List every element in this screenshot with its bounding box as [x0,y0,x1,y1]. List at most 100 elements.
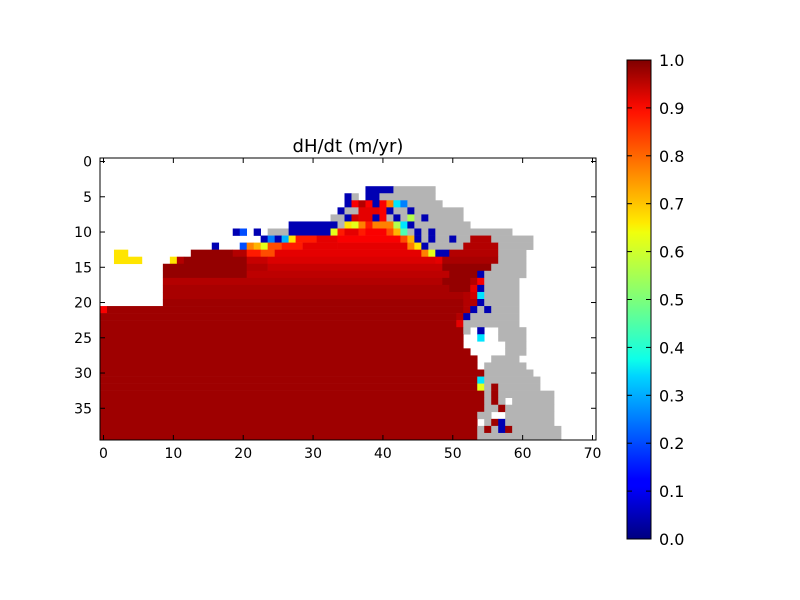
colorbar-tick-label: 0.0 [659,530,684,549]
heatmap-cell-run [260,242,268,250]
heatmap-cell-run [484,383,492,391]
heatmap-cell-run [393,221,401,229]
x-tick-label: 30 [304,446,322,462]
heatmap-cell-run [351,214,359,222]
heatmap-cell-run [344,207,359,215]
heatmap-cell-run [477,270,485,279]
heatmap-cell-run [260,249,275,257]
heatmap-cell-run [421,249,429,257]
heatmap-cell-run [288,235,296,243]
x-tick-label: 10 [164,446,182,462]
heatmap-cell-run [162,291,464,300]
heatmap-cell-run [239,242,248,250]
heatmap-cell-run [435,228,471,236]
heatmap-cell-run [281,242,303,250]
heatmap-cell-run [456,320,464,328]
heatmap-cell-run [414,207,464,215]
heatmap-cell-run [358,228,366,236]
heatmap-cell-run [463,291,471,300]
heatmap-cell-run [477,425,485,434]
heatmap-cell-run [337,221,345,229]
heatmap-cell-run [484,299,520,307]
heatmap-cell-run [253,228,261,236]
heatmap-cell-run [477,299,485,307]
heatmap-cell-run [477,376,485,384]
heatmap-cell-run [358,207,380,215]
heatmap-cell-run [491,277,520,286]
heatmap-cell-run [246,256,268,265]
heatmap-cell-run [505,411,555,420]
heatmap-cell-run [372,221,394,229]
heatmap-cell-run [100,306,108,314]
heatmap-cell-run [421,228,429,236]
heatmap-cell-run [407,228,415,236]
heatmap-cell-run [442,263,492,272]
heatmap-cell-run [274,235,282,243]
heatmap-cell-run [435,256,443,265]
heatmap-cell-run [421,242,429,250]
heatmap-cell-run [386,228,394,236]
heatmap-cell-run [484,362,527,370]
heatmap-cell-run [512,425,520,434]
heatmap-cell-run [421,235,429,243]
heatmap-cell-run [407,214,415,222]
heatmap-cell-run [253,242,261,250]
heatmap-cell-run [449,270,478,279]
y-tick-label: 35 [74,401,92,417]
heatmap-cell-run [100,327,464,335]
heatmap-cell-run [470,306,478,314]
heatmap-cell-run [400,221,408,229]
heatmap-cell-run [302,242,338,250]
heatmap-cell-run [512,404,555,413]
heatmap-cell-run [100,362,478,370]
heatmap-cell-run [351,221,359,229]
heatmap-cell-run [351,200,359,208]
x-axis-ticks: 0 10 20 30 40 50 60 70 [99,158,601,462]
heatmap-cell-run [344,228,359,236]
heatmap-cell-run [100,334,464,342]
heatmap-cell-run [491,425,499,434]
heatmap-cell-run [232,228,241,236]
heatmap-cell-run [442,235,450,243]
heatmap-cell-run [463,306,471,314]
heatmap-cell-run [498,383,541,391]
heatmap-cell-run [484,306,492,314]
y-tick-label: 20 [74,296,92,312]
heatmap-cell-run [428,249,436,257]
heatmap-cell-run [100,306,101,314]
heatmap-cell-run [512,397,555,406]
heatmap-cell-run [162,270,248,279]
heatmap-cell-run [456,313,464,321]
heatmap-cell-run [484,277,492,286]
heatmap-cell-run [386,200,394,208]
heatmap-cell-run [505,404,513,413]
heatmap-cell-run [519,425,562,434]
heatmap-cell-run [449,249,499,257]
heatmap-cell-run [316,235,338,243]
heatmap-cell-run [100,313,457,321]
heatmap-cell-run [484,397,492,406]
heatmap-cell-run [365,186,394,194]
heatmap-cell-run [100,390,485,398]
heatmap-cell-run [246,263,268,272]
heatmap-cell-run [379,200,387,208]
heatmap-cell-run [407,235,415,243]
heatmap-cell-run [407,200,443,208]
heatmap-cell-run [498,249,527,257]
heatmap-cell-run [337,207,345,215]
heatmap-cell-run [344,221,352,229]
heatmap-cell-run [491,306,520,314]
heatmap-cell-run [288,221,338,229]
colorbar-ticks: 0.0 0.1 0.2 0.3 0.4 0.5 0.6 0.7 0.8 0.9 1.0 [627,51,684,549]
heatmap-cell-run [484,390,492,398]
heatmap-cell-run [470,313,520,321]
heatmap-cell-run [162,299,464,307]
heatmap-cell-run [470,235,492,243]
heatmap-cell-run [477,277,485,286]
x-tick-label: 70 [584,446,602,462]
heatmap-cell-run [260,235,268,243]
heatmap-cell-run [470,277,478,286]
heatmap-cell-run [100,383,478,391]
heatmap-cell-run [162,263,248,272]
